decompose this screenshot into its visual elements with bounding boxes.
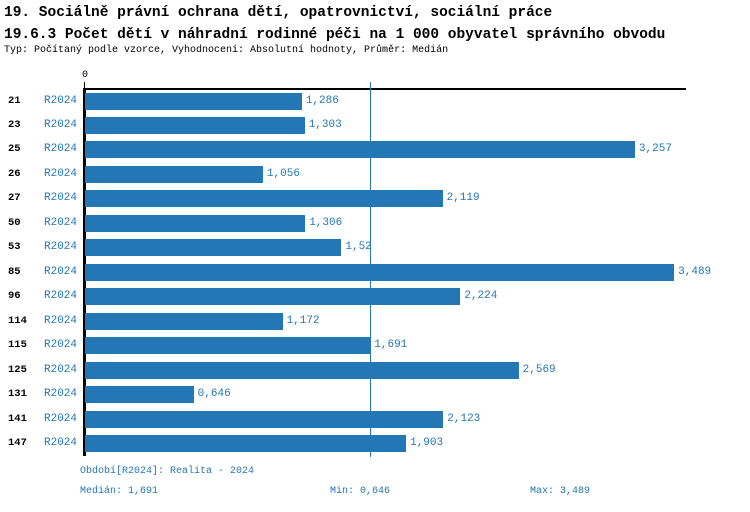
- value-label: 2,123: [447, 412, 481, 425]
- category-label: 96: [8, 290, 21, 303]
- value-bar: [84, 337, 371, 355]
- value-bar: [84, 190, 443, 208]
- report-section-title: 19. Sociálně právní ochrana dětí, opatro…: [4, 5, 553, 21]
- series-label: R2024: [44, 265, 78, 278]
- value-label: 2,569: [522, 363, 556, 376]
- value-label: 1,303: [308, 118, 342, 131]
- chart-row: 114 R2024 1,172: [0, 312, 750, 330]
- chart-row: 115 R2024 1,691: [0, 337, 750, 355]
- chart-meta-line: Typ: Počítaný podle vzorce, Vyhodnocení:…: [4, 45, 449, 56]
- category-label: 21: [8, 94, 21, 107]
- x-axis-line: [84, 88, 686, 90]
- axis-zero-label: 0: [81, 70, 88, 81]
- series-label: R2024: [44, 388, 78, 401]
- value-label: 1,52: [345, 241, 372, 254]
- value-label: 3,257: [638, 143, 672, 156]
- value-bar: [84, 165, 263, 183]
- chart-row: 53 R2024 1,52: [0, 239, 750, 257]
- category-label: 85: [8, 265, 21, 278]
- series-label: R2024: [44, 241, 78, 254]
- category-label: 125: [8, 363, 27, 376]
- chart-row: 147 R2024 1,903: [0, 435, 750, 453]
- value-bar: [84, 214, 306, 232]
- footer-min-stat: Min: 0,646: [330, 486, 391, 497]
- value-bar: [84, 92, 302, 110]
- value-bar: [84, 288, 461, 306]
- value-bar: [84, 410, 444, 428]
- bar-chart: 0 21 R2024 1,286 23 R2024 1,303 25 R2024 3,257 26…: [0, 70, 750, 462]
- series-label: R2024: [44, 363, 78, 376]
- value-bar: [84, 312, 283, 330]
- value-label: 2,224: [464, 290, 498, 303]
- value-label: 0,646: [197, 388, 231, 401]
- series-label: R2024: [44, 339, 78, 352]
- category-label: 50: [8, 216, 21, 229]
- series-label: R2024: [44, 143, 78, 156]
- series-label: R2024: [44, 216, 78, 229]
- value-bar: [84, 239, 342, 257]
- chart-row: 96 R2024 2,224: [0, 288, 750, 306]
- value-label: 2,119: [446, 192, 480, 205]
- chart-row: 21 R2024 1,286: [0, 92, 750, 110]
- indicator-title: 19.6.3 Počet dětí v náhradní rodinné péč…: [4, 27, 666, 43]
- value-bar: [84, 141, 635, 159]
- value-label: 1,172: [286, 314, 320, 327]
- chart-row: 131 R2024 0,646: [0, 386, 750, 404]
- category-label: 25: [8, 143, 21, 156]
- category-label: 141: [8, 412, 27, 425]
- series-label: R2024: [44, 412, 78, 425]
- y-axis-line: [82, 88, 86, 456]
- value-label: 1,306: [309, 216, 343, 229]
- series-label: R2024: [44, 290, 78, 303]
- chart-row: 125 R2024 2,569: [0, 361, 750, 379]
- category-label: 53: [8, 241, 21, 254]
- category-label: 23: [8, 118, 21, 131]
- value-bar: [84, 263, 675, 281]
- category-label: 147: [8, 437, 27, 450]
- series-label: R2024: [44, 118, 78, 131]
- footer-period-label: Období[R2024]: Realita - 2024: [80, 466, 255, 477]
- chart-row: 27 R2024 2,119: [0, 190, 750, 208]
- value-bar: [84, 435, 407, 453]
- chart-row: 25 R2024 3,257: [0, 141, 750, 159]
- axis-zero-tick: [83, 82, 85, 88]
- chart-row: 26 R2024 1,056: [0, 165, 750, 183]
- category-label: 26: [8, 167, 21, 180]
- value-label: 1,056: [266, 167, 300, 180]
- chart-row: 85 R2024 3,489: [0, 263, 750, 281]
- category-label: 27: [8, 192, 21, 205]
- footer-max-stat: Max: 3,489: [530, 486, 591, 497]
- category-label: 131: [8, 388, 27, 401]
- value-label: 1,286: [305, 94, 339, 107]
- series-label: R2024: [44, 94, 78, 107]
- series-label: R2024: [44, 167, 78, 180]
- category-label: 115: [8, 339, 27, 352]
- value-bar: [84, 386, 194, 404]
- series-label: R2024: [44, 437, 78, 450]
- series-label: R2024: [44, 192, 78, 205]
- value-label: 1,903: [410, 437, 444, 450]
- value-bar: [84, 116, 305, 134]
- footer-median-stat: Medián: 1,691: [80, 486, 159, 497]
- chart-row: 23 R2024 1,303: [0, 116, 750, 134]
- series-label: R2024: [44, 314, 78, 327]
- value-label: 3,489: [678, 265, 712, 278]
- chart-row: 141 R2024 2,123: [0, 410, 750, 428]
- value-label: 1,691: [374, 339, 408, 352]
- category-label: 114: [8, 314, 27, 327]
- chart-rows: 21 R2024 1,286 23 R2024 1,303 25 R2024 3,257 26 R2…: [0, 88, 750, 462]
- value-bar: [84, 361, 519, 379]
- chart-row: 50 R2024 1,306: [0, 214, 750, 232]
